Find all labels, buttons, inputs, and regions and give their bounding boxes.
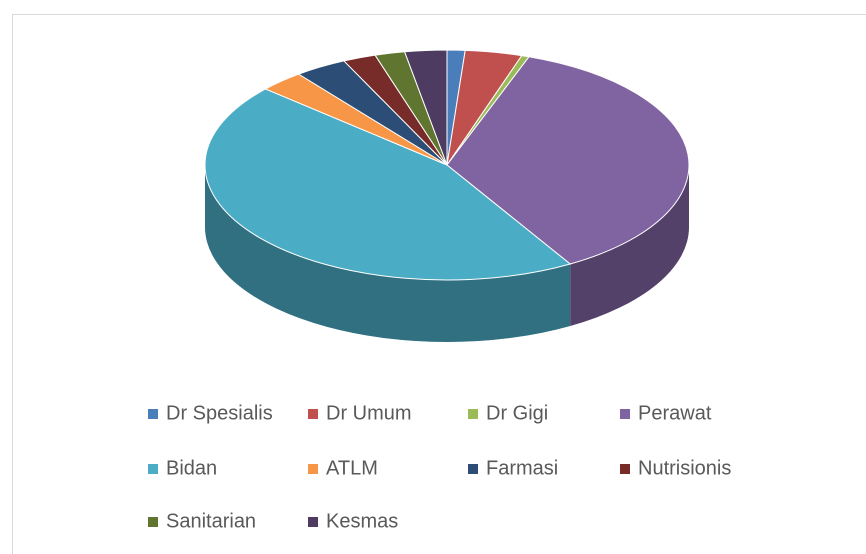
legend-swatch — [308, 464, 318, 474]
legend: Dr Spesialis Dr Umum Dr Gigi Perawat Bidan AT… — [148, 402, 731, 532]
legend-swatch — [148, 517, 158, 527]
legend-label: Farmasi — [486, 457, 558, 479]
legend-label: Perawat — [638, 402, 712, 424]
legend-label: Nutrisionis — [638, 457, 731, 479]
pie-tops — [204, 49, 690, 281]
legend-swatch — [468, 409, 478, 419]
legend-label: Bidan — [166, 457, 217, 479]
legend-swatch — [620, 464, 630, 474]
legend-label: ATLM — [326, 457, 378, 479]
legend-swatch — [468, 464, 478, 474]
legend-label: Sanitarian — [166, 510, 256, 532]
pie-side — [570, 165, 689, 326]
legend-swatch — [308, 409, 318, 419]
legend-label: Dr Gigi — [486, 402, 548, 424]
legend-label: Dr Spesialis — [166, 402, 273, 424]
legend-label: Kesmas — [326, 510, 398, 532]
pie-slice — [446, 56, 690, 265]
pie-sides — [205, 165, 689, 342]
legend-swatch — [308, 517, 318, 527]
side-shade — [570, 165, 689, 326]
pie-slice — [204, 88, 572, 281]
legend-swatch — [620, 409, 630, 419]
legend-swatch — [148, 464, 158, 474]
pie-side — [205, 165, 571, 342]
legend-label: Dr Umum — [326, 402, 412, 424]
side-shade — [205, 165, 571, 342]
pie-slice — [403, 49, 448, 166]
legend-swatch — [148, 409, 158, 419]
